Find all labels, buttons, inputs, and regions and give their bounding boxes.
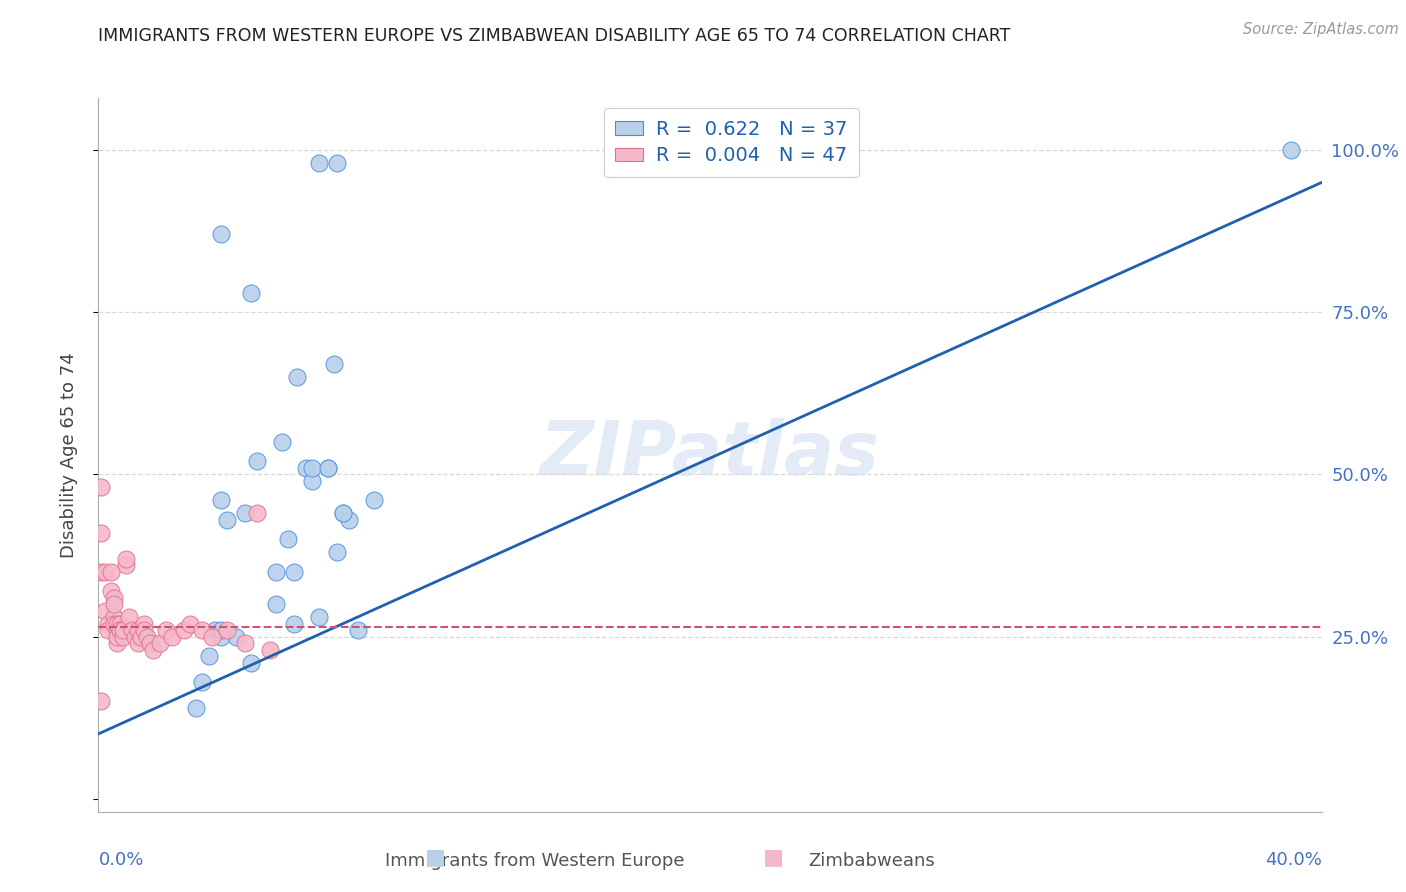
Text: IMMIGRANTS FROM WESTERN EUROPE VS ZIMBABWEAN DISABILITY AGE 65 TO 74 CORRELATION: IMMIGRANTS FROM WESTERN EUROPE VS ZIMBAB…: [98, 27, 1011, 45]
Text: ■: ■: [426, 847, 446, 867]
Point: [111, 623, 134, 637]
Point: [105, 623, 128, 637]
Point: [155, 623, 177, 637]
Point: [127, 623, 149, 637]
Point: [93, 565, 115, 579]
Point: [283, 565, 305, 579]
Point: [105, 636, 128, 650]
Point: [103, 591, 125, 605]
Point: [270, 434, 292, 449]
Point: [301, 461, 323, 475]
Point: [160, 630, 183, 644]
Point: [316, 461, 339, 475]
Y-axis label: Disability Age 65 to 74: Disability Age 65 to 74: [59, 352, 77, 558]
Point: [264, 597, 287, 611]
Point: [209, 227, 232, 242]
Point: [108, 623, 131, 637]
Point: [105, 616, 128, 631]
Point: [332, 506, 354, 520]
Point: [240, 656, 263, 670]
Point: [129, 630, 152, 644]
Point: [308, 156, 330, 170]
Point: [111, 630, 134, 644]
Point: [179, 616, 201, 631]
Point: [295, 461, 318, 475]
Point: [149, 636, 172, 650]
Point: [264, 565, 287, 579]
Point: [363, 493, 385, 508]
Point: [100, 584, 122, 599]
Point: [121, 623, 143, 637]
Point: [127, 636, 149, 650]
Point: [90, 694, 112, 708]
Point: [233, 636, 256, 650]
Point: [103, 597, 125, 611]
Point: [215, 623, 238, 637]
Point: [259, 642, 281, 657]
Point: [322, 357, 344, 371]
Point: [246, 506, 269, 520]
Point: [191, 623, 214, 637]
Point: [347, 623, 370, 637]
Point: [90, 525, 112, 540]
Point: [93, 604, 115, 618]
Point: [204, 623, 226, 637]
Text: ■: ■: [763, 847, 783, 867]
Legend: R =  0.622   N = 37, R =  0.004   N = 47: R = 0.622 N = 37, R = 0.004 N = 47: [603, 108, 859, 177]
Text: Immigrants from Western Europe: Immigrants from Western Europe: [384, 852, 685, 870]
Point: [191, 675, 214, 690]
Point: [209, 493, 232, 508]
Point: [115, 558, 138, 573]
Point: [186, 701, 208, 715]
Text: ZIPatlas: ZIPatlas: [540, 418, 880, 491]
Point: [326, 156, 349, 170]
Point: [136, 630, 159, 644]
Point: [103, 616, 125, 631]
Point: [197, 648, 219, 663]
Point: [100, 565, 122, 579]
Point: [108, 623, 131, 637]
Point: [173, 623, 195, 637]
Point: [108, 616, 131, 631]
Point: [277, 533, 299, 547]
Point: [308, 610, 330, 624]
Point: [105, 630, 128, 644]
Point: [316, 461, 339, 475]
Point: [283, 616, 305, 631]
Text: Source: ZipAtlas.com: Source: ZipAtlas.com: [1243, 22, 1399, 37]
Point: [118, 610, 141, 624]
Point: [97, 616, 120, 631]
Point: [246, 454, 269, 468]
Point: [209, 623, 232, 637]
Point: [97, 623, 120, 637]
Point: [285, 370, 308, 384]
Point: [142, 642, 165, 657]
Point: [90, 480, 112, 494]
Point: [115, 551, 138, 566]
Point: [1279, 143, 1302, 157]
Point: [326, 545, 349, 559]
Point: [139, 636, 162, 650]
Point: [200, 630, 222, 644]
Point: [134, 623, 156, 637]
Text: 0.0%: 0.0%: [98, 851, 143, 869]
Point: [215, 513, 238, 527]
Text: Zimbabweans: Zimbabweans: [808, 852, 935, 870]
Point: [332, 506, 354, 520]
Point: [225, 630, 247, 644]
Point: [233, 506, 256, 520]
Point: [103, 610, 125, 624]
Point: [134, 616, 156, 631]
Point: [90, 565, 112, 579]
Point: [209, 630, 232, 644]
Point: [124, 630, 146, 644]
Point: [301, 474, 323, 488]
Text: 40.0%: 40.0%: [1265, 851, 1322, 869]
Point: [337, 513, 360, 527]
Point: [240, 285, 263, 300]
